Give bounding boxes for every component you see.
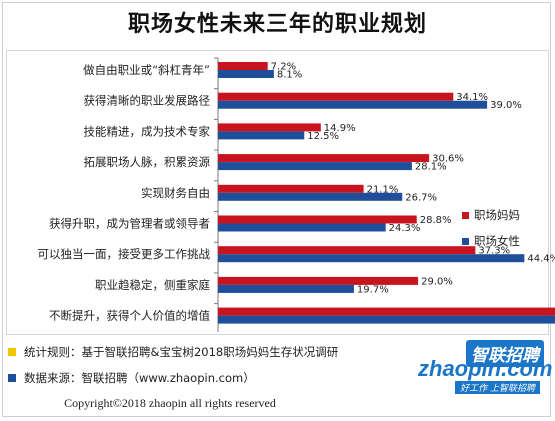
women-bar [218, 131, 305, 140]
mom-bar [218, 184, 364, 193]
data-label: 19.7% [357, 284, 389, 295]
logo-english: zhaopin.com [418, 356, 553, 381]
women-bar [218, 162, 412, 171]
data-label: 28.1% [415, 162, 447, 173]
rule-marker [8, 348, 16, 356]
women-bar [218, 284, 354, 293]
category-label: 不断提升，获得个人价值的增值 [49, 309, 210, 323]
mom-bar [218, 276, 419, 285]
data-label: 37.3% [478, 246, 510, 257]
women-bar [218, 315, 555, 324]
category-label: 实现财务自由 [141, 186, 210, 200]
mom-bar [218, 92, 454, 101]
mom-bar [218, 62, 268, 70]
data-label: 7.2% [271, 62, 296, 73]
figure-frame [2, 2, 551, 417]
mom-bar [218, 154, 430, 163]
women-bar [218, 223, 386, 232]
data-label: 39.0% [490, 100, 522, 111]
category-label: 获得清晰的职业发展路径 [84, 94, 211, 108]
zhaopin-logo: 智联招聘 zhaopin.com 好工作 上智联招聘 [410, 340, 553, 394]
data-label: 24.3% [389, 223, 421, 234]
copyright-text: Copyright©2018 zhaopin all rights reserv… [64, 396, 276, 410]
data-label: 26.7% [405, 192, 437, 203]
source-marker [8, 374, 16, 382]
data-label: 30.6% [432, 154, 464, 165]
category-label: 职业趋稳定，侧重家庭 [95, 278, 210, 292]
data-label: 14.9% [324, 123, 356, 134]
category-label: 拓展职场人脉，积累资源 [84, 155, 211, 169]
source-text: 数据来源：智联招聘（www.zhaopin.com） [24, 371, 255, 385]
category-label: 做自由职业或“斜杠青年” [83, 63, 210, 77]
women-bar [218, 254, 525, 263]
data-label: 8.1% [277, 70, 302, 81]
women-bar [218, 100, 488, 109]
mom-bar [218, 215, 417, 224]
legend-marker [462, 238, 469, 245]
category-label: 可以独当一面，接受更多工作挑战 [38, 247, 211, 261]
logo-tagline: 好工作 上智联招聘 [455, 381, 540, 394]
data-label: 28.8% [420, 215, 452, 226]
plot-area [6, 50, 549, 335]
mom-bar [218, 123, 321, 132]
legend-marker [462, 212, 469, 219]
rule-text: 统计规则：基于智联招聘&宝宝树2018职场妈妈生存状况调研 [24, 345, 339, 359]
mom-bar [218, 246, 476, 255]
women-bar [218, 192, 403, 201]
footer-source: 数据来源：智联招聘（www.zhaopin.com） [8, 370, 428, 386]
data-label: 34.1% [456, 92, 488, 103]
data-label: 44.4% [527, 254, 555, 265]
category-label: 技能精进，成为技术专家 [84, 124, 211, 138]
data-label: 21.1% [367, 184, 399, 195]
chart-title: 职场女性未来三年的职业规划 [127, 12, 427, 37]
data-label: 12.5% [307, 131, 339, 142]
women-bar [218, 70, 274, 78]
data-label: 29.0% [421, 276, 453, 287]
legend-label: 职场妈妈 [474, 208, 520, 222]
legend-label: 职场女性 [474, 234, 520, 248]
footer-rule: 统计规则：基于智联招聘&宝宝树2018职场妈妈生存状况调研 [8, 344, 428, 360]
mom-bar [218, 307, 555, 316]
logo-chinese: 智联招聘 [466, 340, 544, 367]
category-label: 获得升职，成为管理者或领导者 [49, 217, 210, 231]
